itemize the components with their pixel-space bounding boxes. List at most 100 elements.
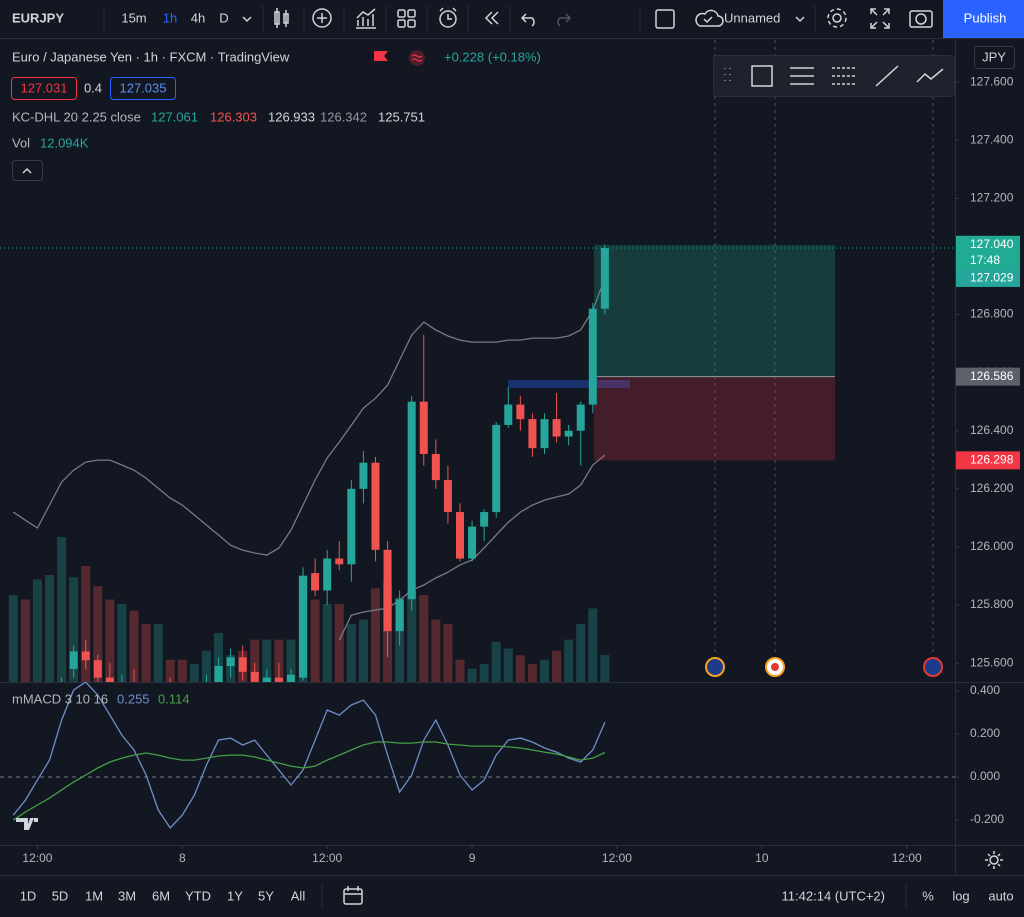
interval[interactable]: 1h	[163, 10, 177, 25]
layout-menu[interactable]	[795, 16, 805, 23]
candle-body	[443, 480, 452, 513]
range-button[interactable]: 1Y	[227, 888, 243, 903]
undo-button[interactable]	[520, 13, 535, 27]
time-axis-settings[interactable]	[985, 851, 1003, 869]
ask-box[interactable]	[110, 77, 176, 100]
candle-body	[468, 526, 477, 559]
event-icon[interactable]	[705, 657, 725, 677]
macd-pane	[0, 682, 955, 830]
interval[interactable]: 15m	[121, 10, 146, 25]
candle-body	[105, 677, 114, 682]
clock[interactable]: 11:42:14 (UTC+2)	[782, 888, 885, 903]
scale-option[interactable]: auto	[988, 888, 1013, 903]
candle-body	[226, 657, 235, 667]
candle-body	[600, 247, 609, 309]
trend-line-tool[interactable]	[875, 65, 899, 87]
spread: 0.4	[84, 80, 102, 95]
templates-button[interactable]	[356, 8, 376, 29]
pattern-tool[interactable]	[916, 68, 944, 83]
volume-bar	[177, 659, 187, 682]
save-cloud-icon[interactable]	[695, 9, 724, 27]
flag-icon[interactable]	[374, 51, 388, 61]
ask[interactable]: 127.035	[120, 80, 167, 95]
range-button[interactable]: All	[291, 888, 306, 903]
channel-tool[interactable]	[790, 67, 814, 85]
entry-label: 126.586	[970, 369, 1014, 383]
currency-button[interactable]	[974, 46, 1015, 69]
volume-bar	[407, 590, 417, 682]
position-profit[interactable]	[594, 244, 835, 377]
publish-button[interactable]	[943, 0, 1024, 38]
macd-line	[12, 682, 606, 830]
volume-bar	[346, 624, 356, 682]
settings-button[interactable]	[827, 8, 847, 28]
drag-handle[interactable]	[724, 68, 731, 81]
publish-label[interactable]: Publish	[964, 10, 1007, 25]
macd-readout: 0.114	[158, 691, 190, 706]
top-toolbar: EURJPY 15m 1h 4h D Unnamed Publish	[0, 0, 1024, 39]
candle-body	[262, 677, 271, 682]
candle-body	[69, 651, 78, 669]
fullscreen-button[interactable]	[870, 8, 890, 29]
x-tick-label: 8	[179, 851, 186, 865]
range-button[interactable]: 3M	[118, 888, 136, 903]
alert-button[interactable]	[439, 7, 457, 28]
range-button[interactable]: YTD	[185, 888, 211, 903]
candle-body	[299, 575, 308, 678]
event-icon[interactable]	[923, 657, 943, 677]
indicators-button[interactable]	[312, 8, 332, 28]
volume-bar	[45, 574, 55, 682]
redo-button[interactable]	[557, 13, 572, 27]
volume-bar	[105, 599, 115, 682]
drawing-rect[interactable]	[508, 380, 630, 388]
bid[interactable]: 127.031	[21, 80, 68, 95]
replay-button[interactable]	[484, 11, 499, 25]
layout-button[interactable]	[397, 9, 416, 28]
candle-body	[419, 401, 428, 454]
rect-tool[interactable]	[751, 65, 773, 87]
x-tick-label: 12:00	[892, 851, 922, 865]
candle-body	[323, 558, 332, 591]
chart-type-button[interactable]	[274, 8, 289, 28]
range-button[interactable]: 5Y	[258, 888, 274, 903]
volume-bar	[165, 659, 175, 682]
market-status-glyph	[411, 54, 423, 62]
candle-body	[347, 488, 356, 565]
indicator-readout: 126.303	[210, 109, 257, 124]
volume-bar	[515, 655, 525, 682]
macd-line	[12, 741, 606, 821]
range-button[interactable]: 5D	[52, 888, 69, 903]
interval-menu[interactable]	[242, 16, 252, 23]
range-button[interactable]: 1D	[20, 888, 37, 903]
candle-body	[528, 419, 537, 449]
fib-tool[interactable]	[832, 67, 856, 85]
snapshot-button[interactable]	[909, 10, 933, 28]
position-loss[interactable]	[594, 376, 835, 461]
volume-bar	[32, 579, 42, 682]
interval[interactable]: 4h	[191, 10, 205, 25]
volume-bar	[262, 639, 272, 682]
range-button[interactable]: 6M	[152, 888, 170, 903]
volume-bar	[189, 664, 199, 682]
layout-name[interactable]: Unnamed	[724, 10, 780, 25]
scale-option[interactable]: %	[922, 888, 934, 903]
goto-date-button[interactable]	[343, 886, 363, 905]
channel-line	[12, 277, 606, 556]
x-tick-label: 12:00	[602, 851, 632, 865]
volume-bar	[552, 650, 562, 682]
interval[interactable]: D	[219, 10, 228, 25]
collapse-legend-button[interactable]	[12, 160, 43, 181]
volume-bar	[250, 639, 260, 682]
multi-select-button[interactable]	[655, 9, 675, 29]
candle-body	[395, 599, 404, 632]
bid-box[interactable]	[11, 77, 77, 100]
candle-body	[407, 401, 416, 600]
scale-option[interactable]: log	[952, 888, 969, 903]
indicator-name: KC-DHL 20 2.25 close	[12, 109, 141, 124]
volume-bar	[286, 639, 296, 682]
currency[interactable]: JPY	[982, 49, 1006, 64]
symbol[interactable]: EURJPY	[12, 10, 64, 25]
candle-body	[93, 660, 102, 678]
range-button[interactable]: 1M	[85, 888, 103, 903]
